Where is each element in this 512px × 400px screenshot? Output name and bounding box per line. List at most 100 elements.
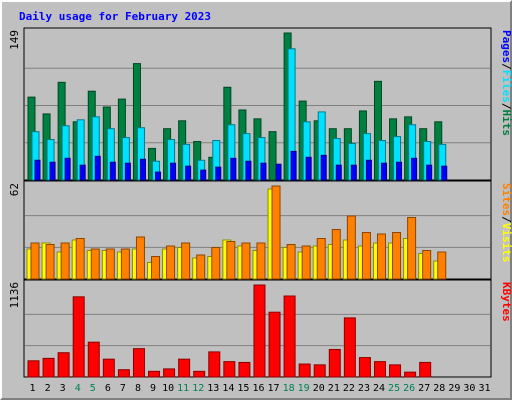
panel-legend: Pages/Files/Hits (500, 30, 512, 136)
bar-kbytes-day-14 (223, 361, 236, 378)
bar-kbytes-day-24 (373, 361, 386, 378)
bar-kbytes-day-10 (163, 368, 176, 378)
x-tick-label: 3 (60, 383, 66, 394)
bar-sites-day-13 (211, 247, 221, 280)
bar-kbytes-day-27 (419, 361, 432, 378)
x-tick-label: 10 (162, 383, 174, 394)
x-tick-label: 26 (403, 383, 415, 394)
bar-pages-day-16 (260, 162, 267, 181)
legend-separator: / (500, 216, 512, 223)
bar-kbytes-day-15 (238, 361, 251, 378)
x-tick-label: 8 (135, 383, 141, 394)
bar-pages-day-20 (320, 154, 327, 181)
bar-kbytes-day-13 (208, 351, 221, 378)
bar-sites-day-10 (166, 245, 176, 280)
bar-kbytes-day-4 (72, 296, 85, 378)
x-tick-label: 14 (222, 383, 234, 394)
x-tick-label: 1 (30, 383, 36, 394)
bar-sites-day-28 (437, 251, 447, 280)
legend-kbytes: KBytes (500, 282, 512, 322)
bar-sites-day-7 (120, 248, 130, 280)
x-tick-label: 19 (298, 383, 310, 394)
legend-files: Files (500, 70, 512, 103)
bar-sites-day-20 (316, 238, 326, 280)
x-tick-label: 7 (120, 383, 126, 394)
bar-pages-day-25 (396, 161, 403, 181)
bar-kbytes-day-1 (27, 360, 40, 378)
bar-pages-day-24 (380, 162, 387, 181)
bar-sites-day-12 (196, 254, 206, 280)
bar-kbytes-day-18 (283, 295, 296, 378)
bar-kbytes-day-17 (268, 311, 281, 378)
bar-sites-day-15 (241, 242, 251, 280)
bar-pages-day-14 (230, 157, 237, 181)
bar-pages-day-18 (290, 150, 297, 181)
legend-sites: Sites (500, 183, 512, 216)
x-tick-label: 12 (192, 383, 204, 394)
bar-sites-day-14 (226, 241, 236, 280)
bar-pages-day-7 (124, 162, 131, 181)
bar-pages-day-17 (275, 163, 282, 181)
panel-max-label: 149 (8, 30, 21, 50)
bar-sites-day-19 (301, 245, 311, 280)
bar-kbytes-day-22 (343, 317, 356, 378)
bar-sites-day-23 (361, 232, 371, 280)
bar-sites-day-11 (181, 242, 191, 280)
bar-kbytes-day-6 (102, 358, 115, 378)
bar-sites-day-18 (286, 244, 296, 280)
bar-sites-day-4 (75, 238, 85, 280)
bar-sites-day-25 (392, 232, 402, 280)
bar-pages-day-4 (79, 164, 86, 181)
x-axis: 1 2 3 4 5 6 7 8 9 10 11 12 13 14 15 16 17 18 19 20 21 22 23 24 2… (30, 383, 491, 394)
bar-sites-day-26 (407, 217, 417, 280)
bar-pages-day-19 (305, 156, 312, 181)
x-tick-label: 17 (268, 383, 280, 394)
bar-kbytes-day-16 (253, 284, 266, 378)
legend-visits: Visits (500, 223, 512, 263)
bar-sites-day-27 (422, 250, 432, 280)
bar-pages-day-6 (109, 161, 116, 181)
bar-kbytes-day-9 (148, 370, 161, 378)
bar-sites-day-24 (376, 233, 386, 280)
x-tick-label: 2 (45, 383, 51, 394)
panel-visits-sites: 62 Sites/Visits (8, 180, 512, 280)
bar-pages-day-1 (34, 159, 41, 181)
x-tick-label: 13 (207, 383, 219, 394)
bar-pages-day-3 (64, 157, 71, 181)
x-tick-label: 21 (328, 383, 340, 394)
bar-pages-day-23 (365, 159, 372, 181)
panel-max-label: 62 (8, 183, 21, 196)
legend-separator: / (500, 103, 512, 110)
bar-kbytes-day-26 (404, 371, 417, 378)
bar-pages-day-27 (426, 164, 433, 181)
bar-kbytes-day-12 (193, 370, 206, 378)
bar-pages-day-10 (170, 162, 177, 181)
bar-sites-day-17 (271, 185, 281, 280)
x-tick-label: 20 (313, 383, 325, 394)
bar-kbytes-day-21 (328, 348, 341, 378)
bar-sites-day-16 (256, 242, 266, 280)
x-tick-label: 9 (150, 383, 156, 394)
legend-pages: Pages (500, 30, 512, 63)
bar-sites-day-8 (135, 236, 145, 280)
bar-sites-day-1 (30, 242, 40, 280)
bar-kbytes-day-23 (358, 357, 371, 378)
bar-pages-day-2 (49, 161, 56, 181)
bar-pages-day-12 (200, 169, 207, 181)
x-tick-label: 27 (418, 383, 430, 394)
x-tick-label: 28 (433, 383, 445, 394)
panel-hits-files-pages: 149 Pages/Files/Hits (8, 27, 512, 181)
bar-pages-day-28 (441, 165, 448, 181)
panel-max-label: 1136 (8, 282, 21, 309)
x-tick-label: 31 (478, 383, 490, 394)
bar-kbytes-day-5 (87, 341, 100, 378)
bar-sites-day-21 (331, 229, 341, 280)
bar-hits-day-17 (268, 131, 277, 181)
panel-legend: Sites/Visits (500, 183, 512, 263)
bar-kbytes-day-25 (389, 364, 402, 378)
x-tick-label: 25 (388, 383, 400, 394)
bar-kbytes-day-8 (132, 348, 145, 378)
x-tick-label: 6 (105, 383, 111, 394)
